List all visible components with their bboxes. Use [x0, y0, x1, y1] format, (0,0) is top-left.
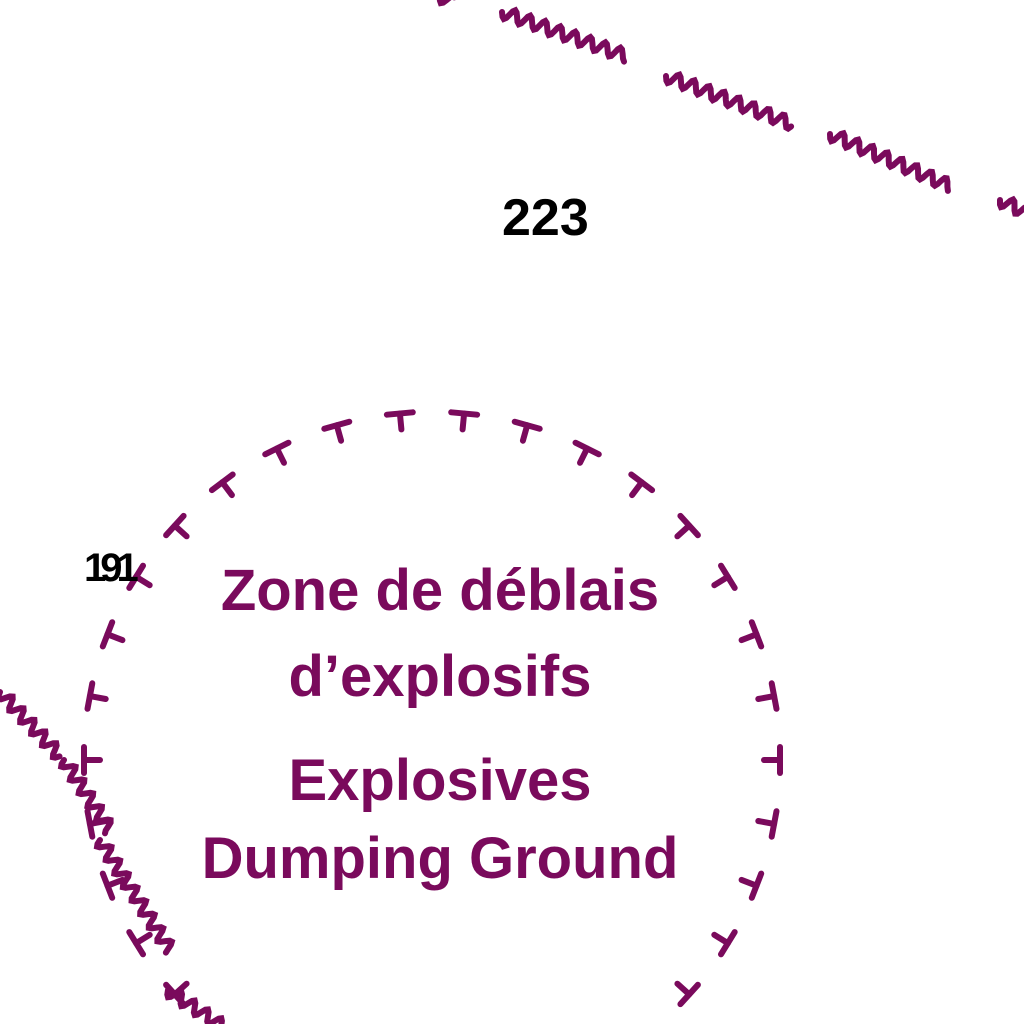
- cable-segment: [0, 689, 63, 761]
- boundary-tick: [208, 471, 236, 499]
- boundary-tick: [628, 471, 656, 499]
- cable-segment: [436, 0, 456, 7]
- boundary-tick: [572, 439, 602, 466]
- boundary-tick: [81, 744, 103, 776]
- boundary-tick: [738, 619, 765, 650]
- zone-label-english-line1: Explosives: [288, 748, 592, 813]
- boundary-tick: [755, 808, 780, 840]
- boundary-tick: [738, 870, 765, 901]
- boundary-tick: [511, 418, 543, 444]
- boundary-tick: [383, 409, 416, 433]
- cable-segment: [499, 6, 627, 65]
- boundary-tick: [761, 744, 783, 776]
- boundary-tick: [711, 562, 738, 591]
- sounding-191: 191: [84, 546, 139, 590]
- dumping-ground-boundary: [81, 409, 783, 1008]
- boundary-tick: [163, 980, 190, 1008]
- boundary-tick: [126, 929, 153, 958]
- zone-label-french-line1: Zone de déblais: [220, 558, 660, 623]
- boundary-tick: [163, 512, 190, 540]
- boundary-tick: [262, 439, 292, 466]
- cable-segment: [663, 71, 795, 133]
- cable-segment: [997, 195, 1024, 217]
- boundary-tick: [321, 418, 353, 444]
- boundary-tick: [99, 619, 126, 650]
- boundary-tick: [674, 980, 701, 1008]
- boundary-tick: [84, 808, 109, 840]
- cable-segment: [93, 837, 176, 956]
- sounding-223: 223: [502, 189, 589, 247]
- boundary-tick: [755, 680, 780, 712]
- boundary-tick: [84, 680, 109, 712]
- zone-label-french-line2: d’explosifs: [288, 644, 592, 709]
- boundary-tick: [448, 409, 481, 433]
- boundary-tick: [126, 562, 153, 591]
- zone-label-english-line2: Dumping Ground: [201, 826, 679, 891]
- boundary-tick: [711, 929, 738, 958]
- boundary-tick: [674, 512, 701, 540]
- cable-segment: [827, 129, 951, 194]
- boundary-tick: [99, 870, 126, 901]
